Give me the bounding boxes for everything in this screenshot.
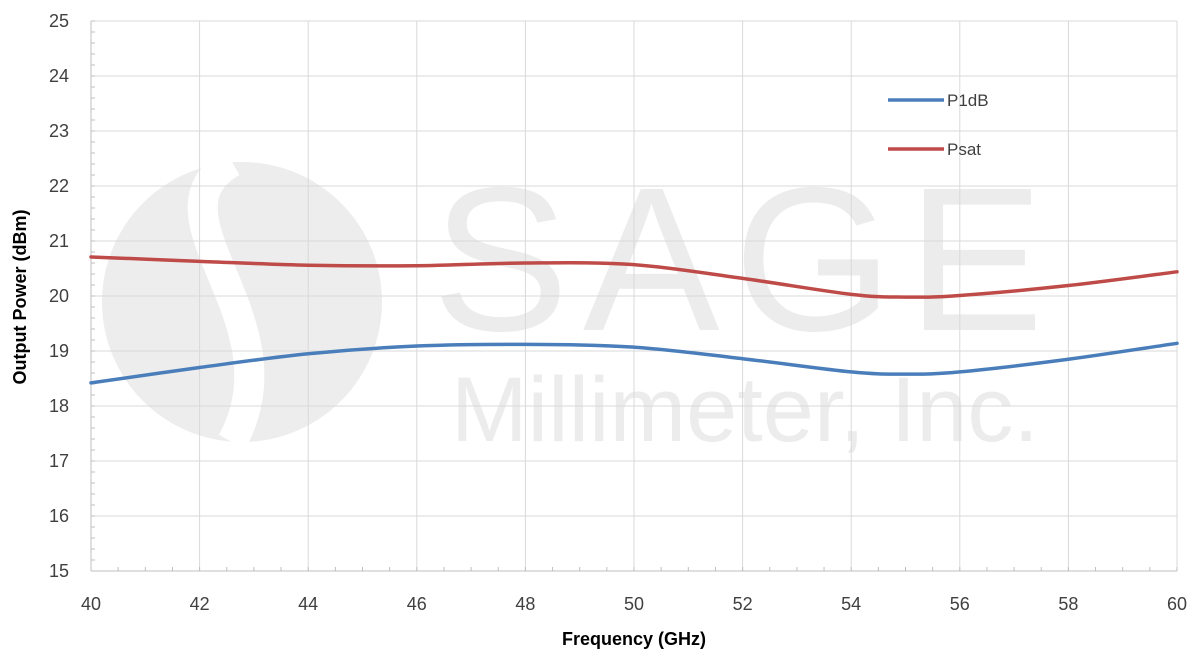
- x-axis-title: Frequency (GHz): [562, 629, 706, 649]
- y-tick-label-23: 23: [49, 121, 69, 141]
- y-tick-label-16: 16: [49, 506, 69, 526]
- grid: [90, 20, 1178, 572]
- series-line-p1db: [89, 341, 1179, 385]
- series-line-psat: [89, 255, 1179, 299]
- x-tick-label-58: 58: [1058, 594, 1078, 614]
- y-tick-label-18: 18: [49, 396, 69, 416]
- legend-label-p1db: P1dB: [947, 91, 989, 110]
- y-tick-label-25: 25: [49, 11, 69, 31]
- legend: P1dB Psat: [888, 91, 989, 159]
- x-tick-label-40: 40: [81, 594, 101, 614]
- x-tick-label-54: 54: [841, 594, 861, 614]
- x-tick-label-50: 50: [624, 594, 644, 614]
- x-tick-label-56: 56: [950, 594, 970, 614]
- y-tick-label-22: 22: [49, 176, 69, 196]
- watermark-text-sage: SAGE: [432, 145, 1058, 374]
- axes: 40 42 44 46 48 50 52 54 56 58 60 15 16 17 18 19 20 21 22 23…: [49, 11, 1187, 614]
- x-tick-label-60: 60: [1167, 594, 1187, 614]
- watermark-text-millimeter: Millimeter, Inc.: [451, 359, 1039, 461]
- y-tick-label-15: 15: [49, 561, 69, 581]
- y-tick-label-20: 20: [49, 286, 69, 306]
- x-tick-label-44: 44: [298, 594, 318, 614]
- legend-label-psat: Psat: [947, 140, 981, 159]
- sage-logo-mark: [102, 149, 382, 450]
- y-tick-label-24: 24: [49, 66, 69, 86]
- y-axis-title: Output Power (dBm): [10, 210, 30, 385]
- y-tick-label-19: 19: [49, 341, 69, 361]
- y-tick-label-17: 17: [49, 451, 69, 471]
- sage-watermark: SAGE Millimeter, Inc.: [102, 145, 1058, 461]
- x-tick-label-52: 52: [733, 594, 753, 614]
- x-tick-label-48: 48: [515, 594, 535, 614]
- series-layer: [89, 255, 1179, 385]
- x-tick-label-42: 42: [190, 594, 210, 614]
- y-tick-label-21: 21: [49, 231, 69, 251]
- x-tick-label-46: 46: [407, 594, 427, 614]
